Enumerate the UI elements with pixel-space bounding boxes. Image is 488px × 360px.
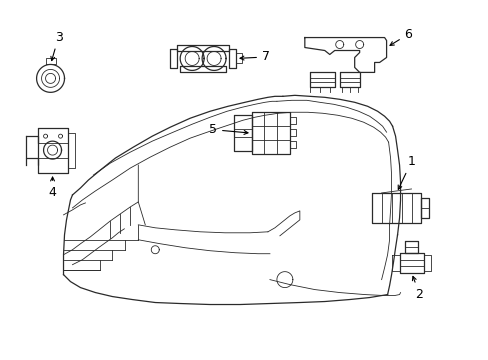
Text: 7: 7 (240, 50, 269, 63)
Text: 6: 6 (389, 28, 411, 45)
Text: 1: 1 (397, 155, 415, 189)
Text: 5: 5 (209, 123, 247, 136)
Text: 4: 4 (48, 177, 57, 199)
Text: 3: 3 (51, 31, 62, 60)
Text: 2: 2 (411, 276, 423, 301)
